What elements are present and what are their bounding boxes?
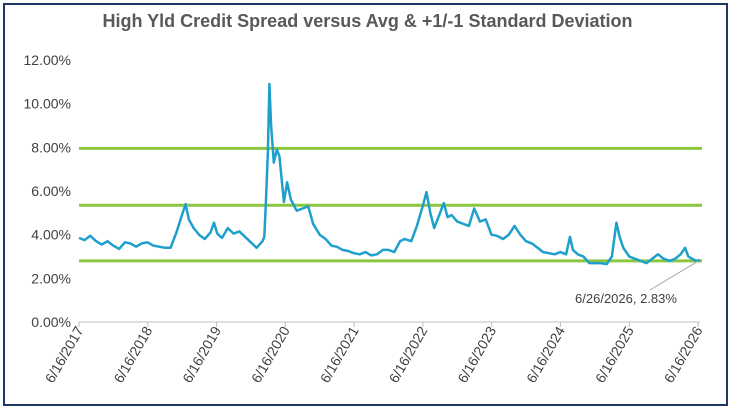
x-tick-label: 6/16/2018 — [110, 323, 155, 385]
x-tick-label: 6/16/2020 — [248, 323, 293, 385]
x-tick-label: 6/16/2022 — [385, 323, 430, 385]
annotation-leader — [649, 260, 699, 291]
y-tick-label: 0.00% — [31, 314, 71, 330]
annotation-group: 6/26/2026, 2.83% — [575, 260, 699, 306]
chart-title: High Yld Credit Spread versus Avg & +1/-… — [102, 11, 633, 31]
x-tick-label: 6/16/2023 — [454, 323, 499, 385]
x-tick-label: 6/16/2026 — [661, 323, 706, 385]
y-axis: 0.00% 2.00% 4.00% 6.00% 8.00% 10.00% 12.00% — [24, 52, 71, 330]
annotation-label: 6/26/2026, 2.83% — [575, 291, 677, 306]
x-tick-label: 6/16/2024 — [523, 323, 568, 385]
y-tick-label: 12.00% — [24, 52, 71, 68]
x-axis: 6/16/2017 6/16/2018 6/16/2019 6/16/2020 6/16… — [42, 321, 706, 385]
x-tick-label: 6/16/2017 — [42, 323, 87, 385]
x-tick-label: 6/16/2021 — [317, 323, 362, 385]
reference-lines — [79, 146, 702, 263]
y-tick-label: 2.00% — [31, 270, 71, 286]
x-tick-label: 6/16/2025 — [592, 323, 637, 385]
y-tick-label: 6.00% — [31, 183, 71, 199]
series-line — [78, 82, 701, 266]
series-group — [78, 82, 701, 266]
y-tick-label: 4.00% — [31, 227, 71, 243]
x-tick-label: 6/16/2019 — [179, 323, 224, 385]
y-tick-label: 10.00% — [24, 96, 71, 112]
y-tick-label: 8.00% — [31, 139, 71, 155]
